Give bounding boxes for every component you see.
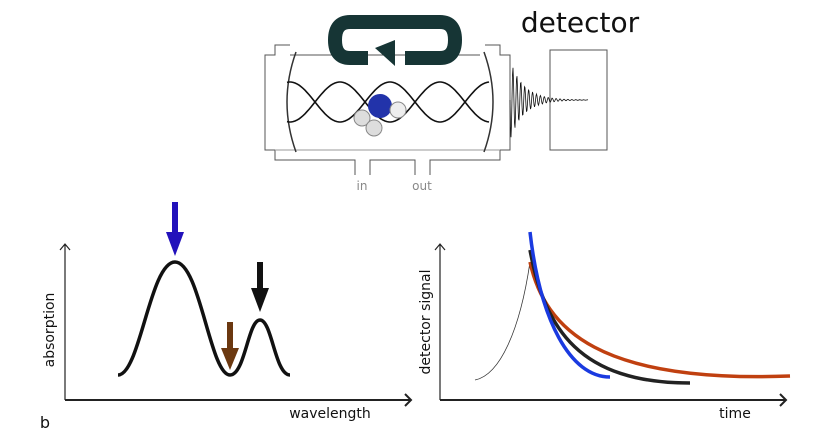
detector-box	[549, 49, 608, 151]
signal-rise	[474, 261, 531, 381]
absorption-spectrum	[117, 260, 291, 377]
absorption-axes	[59, 243, 413, 407]
signal-y-label: detector signal	[418, 270, 434, 375]
molecule	[353, 94, 407, 137]
recirculation-arrow	[327, 15, 463, 65]
mirror-left	[286, 51, 297, 153]
detector-label: detector	[521, 6, 640, 39]
recirculation-arrowhead	[375, 40, 395, 66]
decay-fast	[528, 231, 611, 379]
arrow-blue	[166, 202, 184, 256]
absorption-y-label: absorption	[42, 293, 58, 368]
arrow-black	[251, 262, 269, 312]
port-out-label: out	[412, 179, 432, 193]
arrow-brown	[221, 322, 239, 370]
port-in-label: in	[357, 179, 368, 193]
wave-line	[286, 81, 490, 123]
panel-label: b	[40, 413, 50, 432]
mirror-right	[483, 51, 494, 153]
standing-wave	[286, 81, 490, 123]
signal-axes	[434, 243, 788, 407]
ringdown-signal	[509, 67, 589, 138]
signal-x-label: time	[719, 406, 751, 422]
wave-line	[286, 81, 490, 123]
decay-slow	[528, 261, 791, 379]
absorption-x-label: wavelength	[289, 406, 371, 422]
